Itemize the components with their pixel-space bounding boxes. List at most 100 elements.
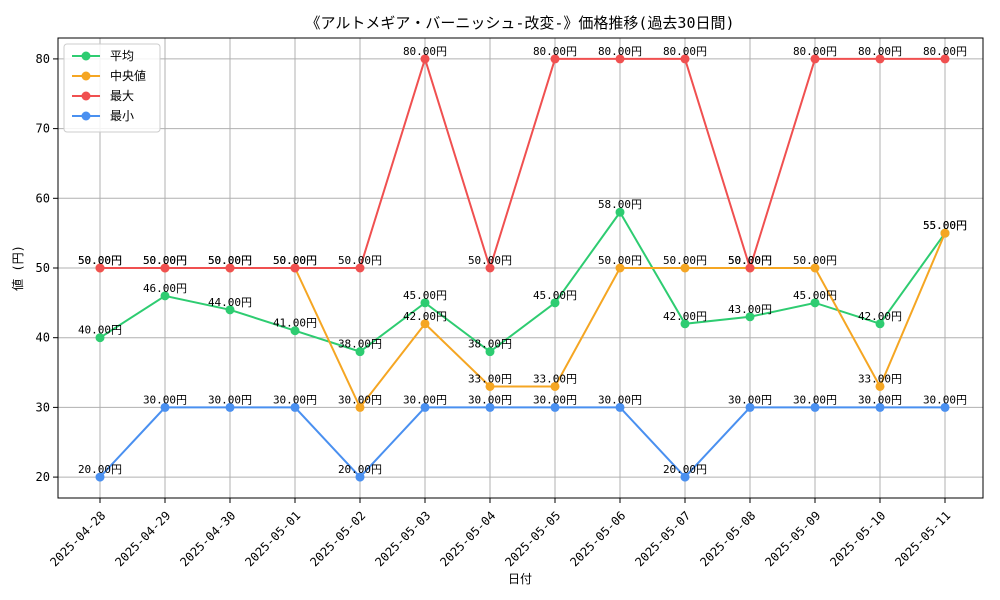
data-point [810,263,820,273]
data-label: 45.00円 [793,289,837,302]
legend-label: 平均 [110,49,134,63]
data-labels: 40.00円 46.00円 44.00円 41.00円 38.00円 45.00円 38.0… [78,45,967,476]
data-point [355,263,365,273]
data-point [940,54,950,64]
data-label: 33.00円 [468,372,512,385]
data-point [745,312,755,322]
data-point [355,347,365,357]
y-tick-label: 30 [36,400,50,414]
data-label: 42.00円 [403,310,447,323]
data-label: 43.00円 [728,303,772,316]
legend-marker [81,111,91,121]
data-point [615,263,625,273]
data-point [95,263,105,273]
data-point [225,305,235,315]
data-label: 30.00円 [533,393,577,406]
data-point [940,228,950,238]
data-label: 80.00円 [858,45,902,58]
x-axis-title: 日付 [508,572,532,586]
data-label: 50.00円 [338,254,382,267]
data-label: 30.00円 [923,393,967,406]
data-point [290,263,300,273]
data-label: 30.00円 [403,393,447,406]
data-point [875,54,885,64]
data-label: 50.00円 [728,254,772,267]
data-label: 80.00円 [923,45,967,58]
data-label: 30.00円 [208,393,252,406]
data-label: 50.00円 [78,254,122,267]
data-label: 50.00円 [273,254,317,267]
data-point [485,263,495,273]
legend-marker [81,71,91,81]
data-point [680,472,690,482]
data-label: 80.00円 [533,45,577,58]
data-label: 45.00円 [533,289,577,302]
data-point [485,347,495,357]
data-point [810,402,820,412]
data-label: 30.00円 [793,393,837,406]
data-label: 33.00円 [533,372,577,385]
data-point [615,54,625,64]
data-label: 50.00円 [793,254,837,267]
data-point [875,402,885,412]
data-label: 50.00円 [208,254,252,267]
y-tick-label: 60 [36,191,50,205]
data-point [355,472,365,482]
chart-title: 《アルトメギア・バーニッシュ-改変-》価格推移(過去30日間) [305,14,734,32]
data-label: 42.00円 [858,310,902,323]
data-point [550,381,560,391]
data-label: 58.00円 [598,198,642,211]
data-label: 20.00円 [663,463,707,476]
data-label: 50.00円 [143,254,187,267]
data-label: 30.00円 [728,393,772,406]
data-label: 50.00円 [728,254,772,267]
series-line [100,55,945,272]
y-axis-title: 値 (円) [10,245,25,291]
data-point [355,402,365,412]
data-point [290,326,300,336]
y-tick-label: 70 [36,122,50,136]
y-tick-label: 40 [36,331,50,345]
data-label: 50.00円 [208,254,252,267]
data-label: 55.00円 [923,219,967,232]
data-point [745,402,755,412]
y-tick-label: 80 [36,52,50,66]
data-point [615,207,625,217]
data-label: 30.00円 [468,393,512,406]
data-point [420,402,430,412]
data-label: 50.00円 [143,254,187,267]
data-label: 80.00円 [598,45,642,58]
data-point [875,319,885,329]
data-label: 50.00円 [273,254,317,267]
data-point [160,263,170,273]
data-point [225,402,235,412]
data-point [485,381,495,391]
data-point [940,402,950,412]
data-point [810,298,820,308]
data-point [420,319,430,329]
data-point [420,54,430,64]
data-point [160,291,170,301]
data-point [550,402,560,412]
series-line [99,406,945,479]
legend-box [63,43,161,133]
data-label: 80.00円 [403,45,447,58]
data-point [95,333,105,343]
data-point [160,402,170,412]
data-point [875,381,885,391]
data-label: 45.00円 [403,289,447,302]
data-point [810,54,820,64]
legend-marker [81,91,91,101]
data-label: 38.00円 [468,338,512,351]
legend-label: 最大 [110,89,134,103]
y-axis-ticks: 20 30 40 50 60 70 80 [36,52,58,484]
data-point [290,402,300,412]
data-label: 40.00円 [78,324,122,337]
legend-marker [81,51,91,61]
legend-label: 最小 [110,109,134,123]
series-line [99,210,946,353]
data-label: 30.00円 [338,393,382,406]
data-point [615,402,625,412]
